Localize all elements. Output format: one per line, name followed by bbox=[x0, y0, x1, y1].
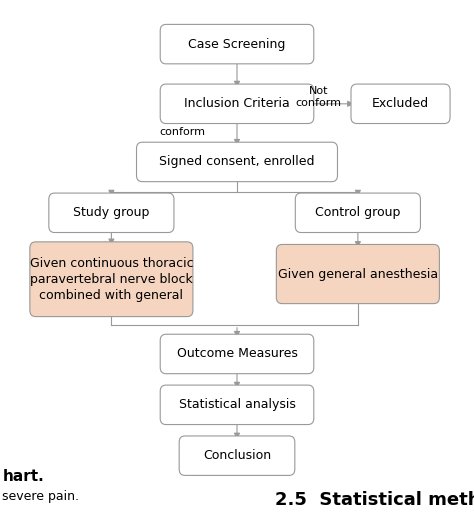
Text: Control group: Control group bbox=[315, 206, 401, 220]
Text: Excluded: Excluded bbox=[372, 97, 429, 111]
Text: Conclusion: Conclusion bbox=[203, 449, 271, 462]
Text: 2.5  Statistical methods: 2.5 Statistical methods bbox=[275, 490, 474, 509]
FancyBboxPatch shape bbox=[160, 24, 314, 64]
FancyBboxPatch shape bbox=[160, 334, 314, 374]
FancyBboxPatch shape bbox=[276, 244, 439, 304]
Text: Outcome Measures: Outcome Measures bbox=[176, 347, 298, 361]
FancyBboxPatch shape bbox=[137, 142, 337, 182]
Text: hart.: hart. bbox=[2, 469, 44, 484]
FancyBboxPatch shape bbox=[351, 84, 450, 124]
Text: Not
conform: Not conform bbox=[295, 86, 342, 108]
FancyBboxPatch shape bbox=[160, 385, 314, 425]
FancyBboxPatch shape bbox=[160, 84, 314, 124]
Text: Statistical analysis: Statistical analysis bbox=[179, 398, 295, 412]
FancyBboxPatch shape bbox=[30, 242, 193, 317]
FancyBboxPatch shape bbox=[179, 436, 295, 475]
Text: Signed consent, enrolled: Signed consent, enrolled bbox=[159, 155, 315, 169]
Text: Case Screening: Case Screening bbox=[188, 37, 286, 51]
Text: Inclusion Criteria: Inclusion Criteria bbox=[184, 97, 290, 111]
Text: Study group: Study group bbox=[73, 206, 150, 220]
Text: severe pain.: severe pain. bbox=[2, 490, 79, 503]
Text: conform: conform bbox=[159, 127, 206, 138]
Text: Given general anesthesia: Given general anesthesia bbox=[278, 267, 438, 281]
FancyBboxPatch shape bbox=[295, 193, 420, 233]
FancyBboxPatch shape bbox=[49, 193, 174, 233]
Text: Given continuous thoracic
paravertebral nerve block
combined with general: Given continuous thoracic paravertebral … bbox=[29, 257, 193, 302]
